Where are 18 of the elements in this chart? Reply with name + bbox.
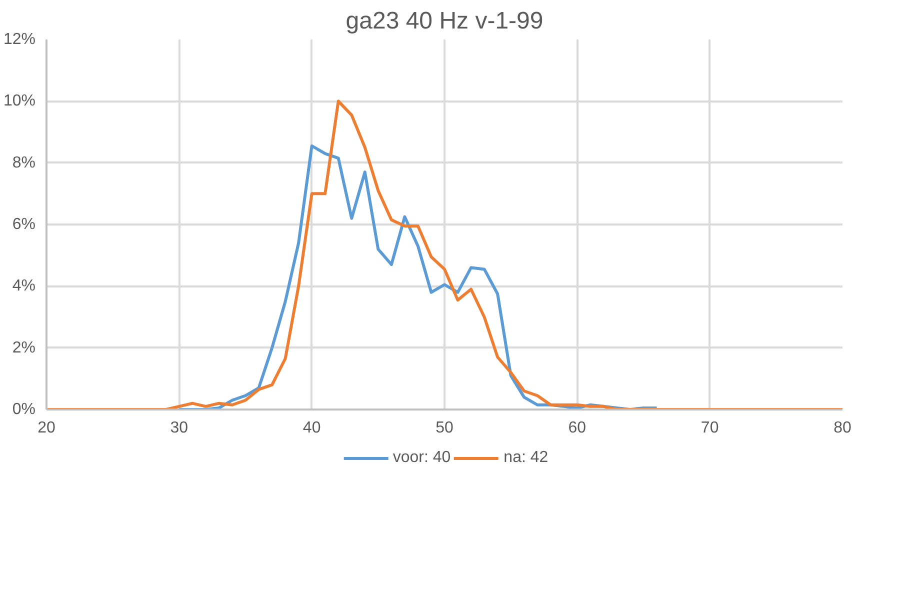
y-tick-label: 0%	[12, 401, 36, 418]
y-tick-label: 6%	[12, 216, 36, 233]
x-tick-label: 80	[834, 420, 852, 436]
y-tick-label: 2%	[12, 339, 36, 356]
legend-label: na: 42	[504, 448, 548, 466]
y-tick-label: 10%	[3, 92, 36, 110]
x-tick-label: 40	[302, 420, 321, 436]
chart-title: ga23 40 Hz v-1-99	[346, 8, 544, 34]
x-tick-label: 70	[700, 420, 719, 436]
legend-label: voor: 40	[392, 448, 451, 466]
x-tick-label: 30	[170, 420, 188, 436]
x-tick-label: 20	[38, 420, 56, 436]
x-tick-label: 60	[568, 420, 586, 436]
y-tick-label: 8%	[12, 154, 36, 172]
line-series	[178, 144, 658, 410]
x-tick-label: 50	[436, 420, 454, 436]
y-tick-label: 12%	[3, 31, 36, 48]
y-tick-label: 4%	[12, 278, 36, 295]
